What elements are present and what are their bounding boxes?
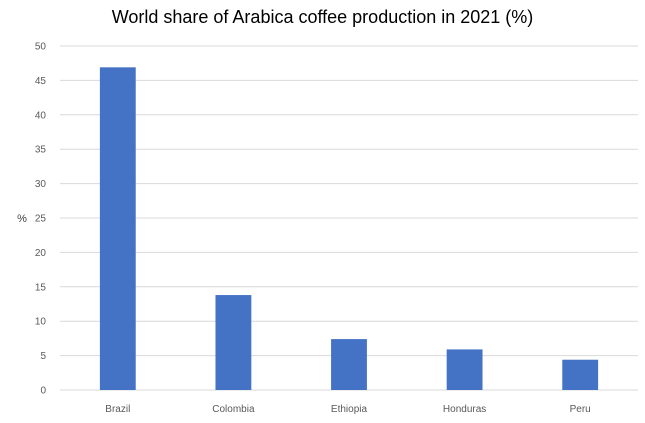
bar-peru bbox=[562, 359, 599, 390]
bar-colombia bbox=[215, 295, 252, 390]
chart-title: World share of Arabica coffee production… bbox=[111, 7, 534, 27]
y-tick-label: 50 bbox=[35, 42, 47, 53]
bar-honduras bbox=[446, 349, 483, 390]
y-tick-label: 20 bbox=[35, 248, 47, 259]
y-tick-label: 30 bbox=[35, 179, 47, 190]
x-tick-label-honduras: Honduras bbox=[443, 404, 486, 415]
bars bbox=[99, 67, 599, 390]
y-tick-label: 0 bbox=[40, 386, 46, 397]
x-tick-label-ethiopia: Ethiopia bbox=[331, 404, 368, 415]
y-tick-label: 40 bbox=[35, 110, 47, 121]
y-tick-label: 25 bbox=[35, 214, 47, 225]
y-tick-label: 15 bbox=[35, 282, 47, 293]
y-tick-label: 35 bbox=[35, 145, 47, 156]
y-tick-label: 5 bbox=[40, 351, 46, 362]
bar-brazil bbox=[99, 67, 136, 390]
y-tick-label: 10 bbox=[35, 317, 47, 328]
y-tick-label: 45 bbox=[35, 76, 47, 87]
bar-ethiopia bbox=[331, 339, 367, 390]
x-axis-ticks: Brazil Colombia Ethiopia Honduras Peru bbox=[105, 404, 590, 415]
x-tick-label-brazil: Brazil bbox=[105, 404, 130, 415]
x-tick-label-peru: Peru bbox=[570, 404, 591, 415]
y-axis-label: % bbox=[17, 213, 27, 225]
x-tick-label-colombia: Colombia bbox=[212, 404, 255, 415]
y-axis-ticks: 0 5 10 15 20 25 30 35 40 45 50 bbox=[35, 42, 47, 397]
gridlines bbox=[60, 45, 638, 391]
